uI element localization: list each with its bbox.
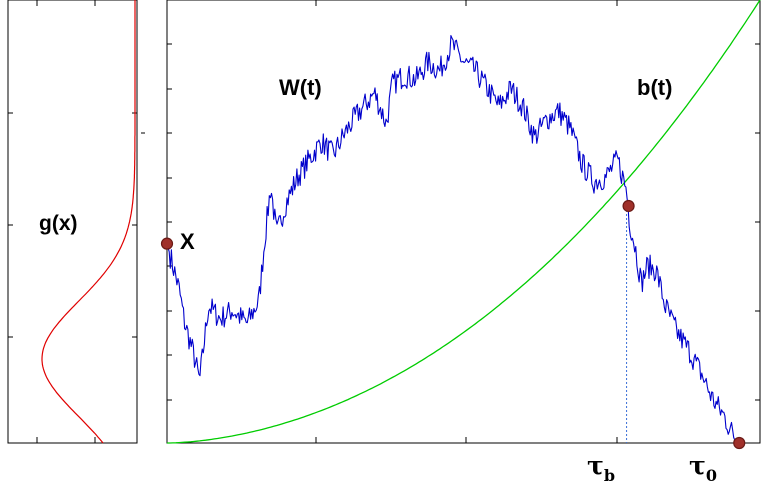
tau-0-symbol: τ bbox=[689, 451, 706, 480]
boundary-crossing-marker bbox=[622, 199, 635, 213]
main-plot-panel: W(t) b(t) X τb τ0 bbox=[141, 0, 761, 485]
density-panel: g(x) bbox=[7, 0, 138, 444]
path-label: W(t) bbox=[279, 75, 322, 100]
start-point-marker bbox=[160, 237, 174, 250]
density-panel-frame bbox=[7, 0, 138, 444]
boundary-label: b(t) bbox=[637, 75, 672, 100]
density-curve bbox=[41, 0, 136, 444]
density-label: g(x) bbox=[39, 212, 78, 235]
tau-b-subscript: b bbox=[604, 466, 615, 485]
tau-0-marker bbox=[733, 436, 746, 450]
boundary-curve-b bbox=[167, 0, 761, 444]
start-label: X bbox=[180, 229, 195, 254]
main-plot-frame bbox=[166, 0, 761, 444]
tau-b-symbol: τ bbox=[587, 451, 604, 480]
random-path-w bbox=[166, 35, 740, 444]
tau-0-label: τ0 bbox=[689, 451, 717, 485]
main-plot-ticks bbox=[141, 0, 760, 443]
tau-0-subscript: 0 bbox=[706, 466, 717, 485]
tau-b-label: τb bbox=[587, 451, 615, 485]
